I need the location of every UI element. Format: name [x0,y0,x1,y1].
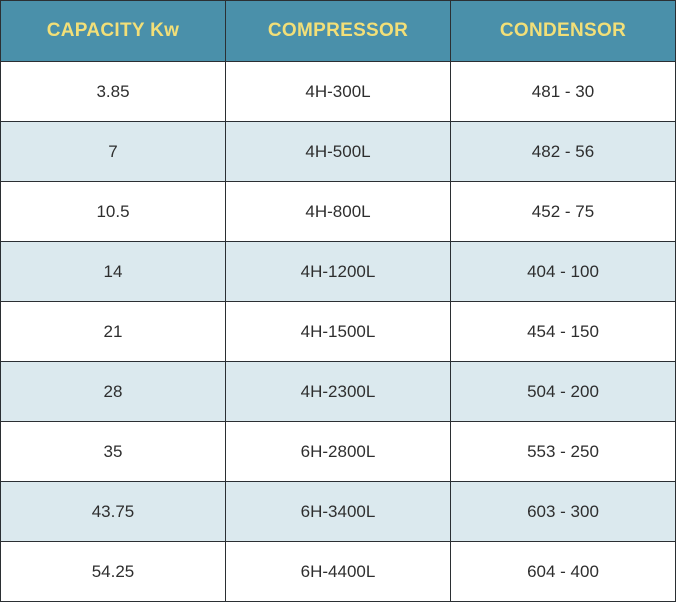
cell-compressor: 4H-2300L [225,361,451,422]
cell-compressor: 4H-1500L [225,301,451,362]
cell-compressor: 4H-1200L [225,241,451,302]
table-row: 35 6H-2800L 553 - 250 [0,421,676,482]
table-row: 28 4H-2300L 504 - 200 [0,361,676,422]
table-row: 10.5 4H-800L 452 - 75 [0,181,676,242]
cell-capacity: 10.5 [0,181,226,242]
cell-condensor: 481 - 30 [450,61,676,122]
cell-compressor: 4H-500L [225,121,451,182]
cell-compressor: 6H-2800L [225,421,451,482]
table-row: 7 4H-500L 482 - 56 [0,121,676,182]
table-row: 54.25 6H-4400L 604 - 400 [0,541,676,602]
cell-capacity: 54.25 [0,541,226,602]
cell-capacity: 35 [0,421,226,482]
cell-condensor: 603 - 300 [450,481,676,542]
header-capacity: CAPACITY Kw [0,0,226,62]
cell-condensor: 454 - 150 [450,301,676,362]
cell-condensor: 604 - 400 [450,541,676,602]
cell-condensor: 482 - 56 [450,121,676,182]
table-row: 21 4H-1500L 454 - 150 [0,301,676,362]
cell-compressor: 4H-300L [225,61,451,122]
table-row: 14 4H-1200L 404 - 100 [0,241,676,302]
cell-compressor: 6H-3400L [225,481,451,542]
header-compressor: COMPRESSOR [225,0,451,62]
table-body: 3.85 4H-300L 481 - 30 7 4H-500L 482 - 56… [0,61,676,602]
cell-capacity: 43.75 [0,481,226,542]
cell-capacity: 14 [0,241,226,302]
table-row: 43.75 6H-3400L 603 - 300 [0,481,676,542]
cell-capacity: 3.85 [0,61,226,122]
cell-capacity: 21 [0,301,226,362]
cell-capacity: 7 [0,121,226,182]
cell-condensor: 404 - 100 [450,241,676,302]
cell-condensor: 504 - 200 [450,361,676,422]
cell-compressor: 6H-4400L [225,541,451,602]
header-condensor: CONDENSOR [450,0,676,62]
cell-compressor: 4H-800L [225,181,451,242]
cell-condensor: 553 - 250 [450,421,676,482]
header-row: CAPACITY Kw COMPRESSOR CONDENSOR [0,0,676,62]
cell-condensor: 452 - 75 [450,181,676,242]
table-header: CAPACITY Kw COMPRESSOR CONDENSOR [0,0,676,62]
table-row: 3.85 4H-300L 481 - 30 [0,61,676,122]
cell-capacity: 28 [0,361,226,422]
